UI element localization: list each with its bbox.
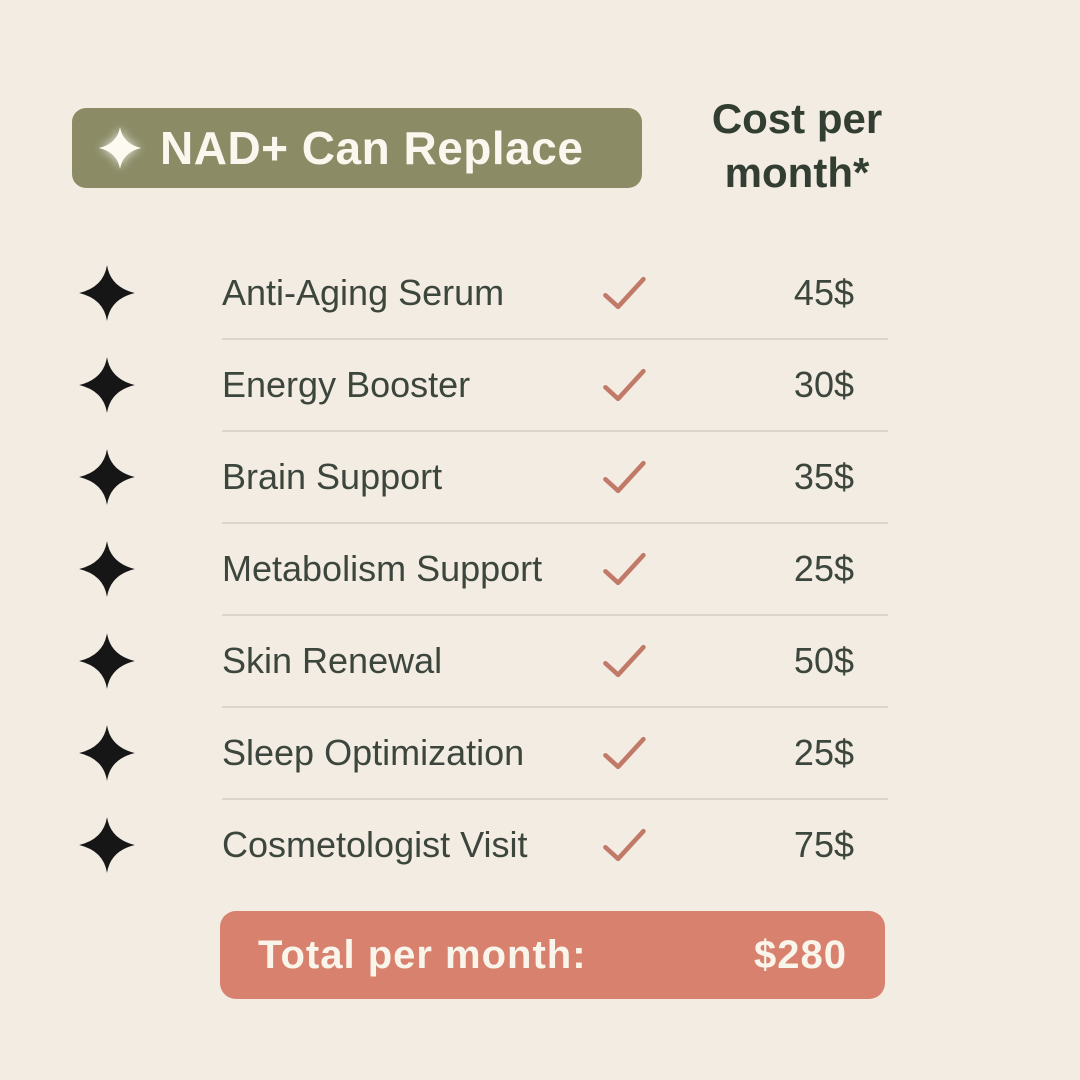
row-label: Energy Booster <box>222 364 471 405</box>
row-divider <box>222 798 888 800</box>
table-row: Brain Support 35$ <box>0 431 1080 524</box>
row-cost: 45$ <box>793 272 854 313</box>
row-label: Cosmetologist Visit <box>222 824 528 865</box>
checkmark-icon <box>602 274 648 312</box>
total-bar: Total per month: $280 <box>220 911 885 999</box>
row-divider <box>222 522 888 524</box>
sparkle-icon <box>78 716 136 790</box>
checkmark-icon <box>602 458 648 496</box>
checkmark-icon <box>602 734 648 772</box>
checkmark-icon <box>602 642 648 680</box>
page-title: NAD+ Can Replace <box>160 122 584 174</box>
table-row: Anti-Aging Serum 45$ <box>0 247 1080 340</box>
row-label: Sleep Optimization <box>222 732 525 773</box>
sparkle-icon <box>78 624 136 698</box>
sparkle-icon <box>78 532 136 606</box>
table-row: Energy Booster 30$ <box>0 339 1080 432</box>
cost-table: Anti-Aging Serum 45$ Energy Booster 30$ … <box>0 247 1080 891</box>
total-value: $280 <box>754 932 847 977</box>
sparkle-icon <box>98 122 142 174</box>
row-cost: 25$ <box>793 548 854 589</box>
row-label: Brain Support <box>222 456 443 497</box>
row-cost: 35$ <box>793 456 854 497</box>
row-divider <box>222 338 888 340</box>
total-label: Total per month: <box>258 932 587 977</box>
row-divider <box>222 430 888 432</box>
title-badge: NAD+ Can Replace <box>72 108 642 188</box>
row-label: Anti-Aging Serum <box>222 272 505 313</box>
row-label: Skin Renewal <box>222 640 443 681</box>
cost-header-line2: month* <box>724 149 870 196</box>
row-divider <box>222 706 888 708</box>
row-cost: 30$ <box>793 364 854 405</box>
cost-header-line1: Cost per <box>711 95 883 142</box>
row-cost: 50$ <box>793 640 854 681</box>
sparkle-icon <box>78 808 136 882</box>
checkmark-icon <box>602 366 648 404</box>
table-row: Sleep Optimization 25$ <box>0 707 1080 800</box>
checkmark-icon <box>602 826 648 864</box>
table-row: Skin Renewal 50$ <box>0 615 1080 708</box>
row-divider <box>222 614 888 616</box>
row-cost: 75$ <box>793 824 854 865</box>
row-cost: 25$ <box>793 732 854 773</box>
table-row: Cosmetologist Visit 75$ <box>0 799 1080 891</box>
sparkle-icon <box>78 440 136 514</box>
sparkle-icon <box>78 348 136 422</box>
cost-column-header: Cost per month* <box>672 92 922 200</box>
row-label: Metabolism Support <box>222 548 543 589</box>
table-row: Metabolism Support 25$ <box>0 523 1080 616</box>
checkmark-icon <box>602 550 648 588</box>
sparkle-icon <box>78 256 136 330</box>
